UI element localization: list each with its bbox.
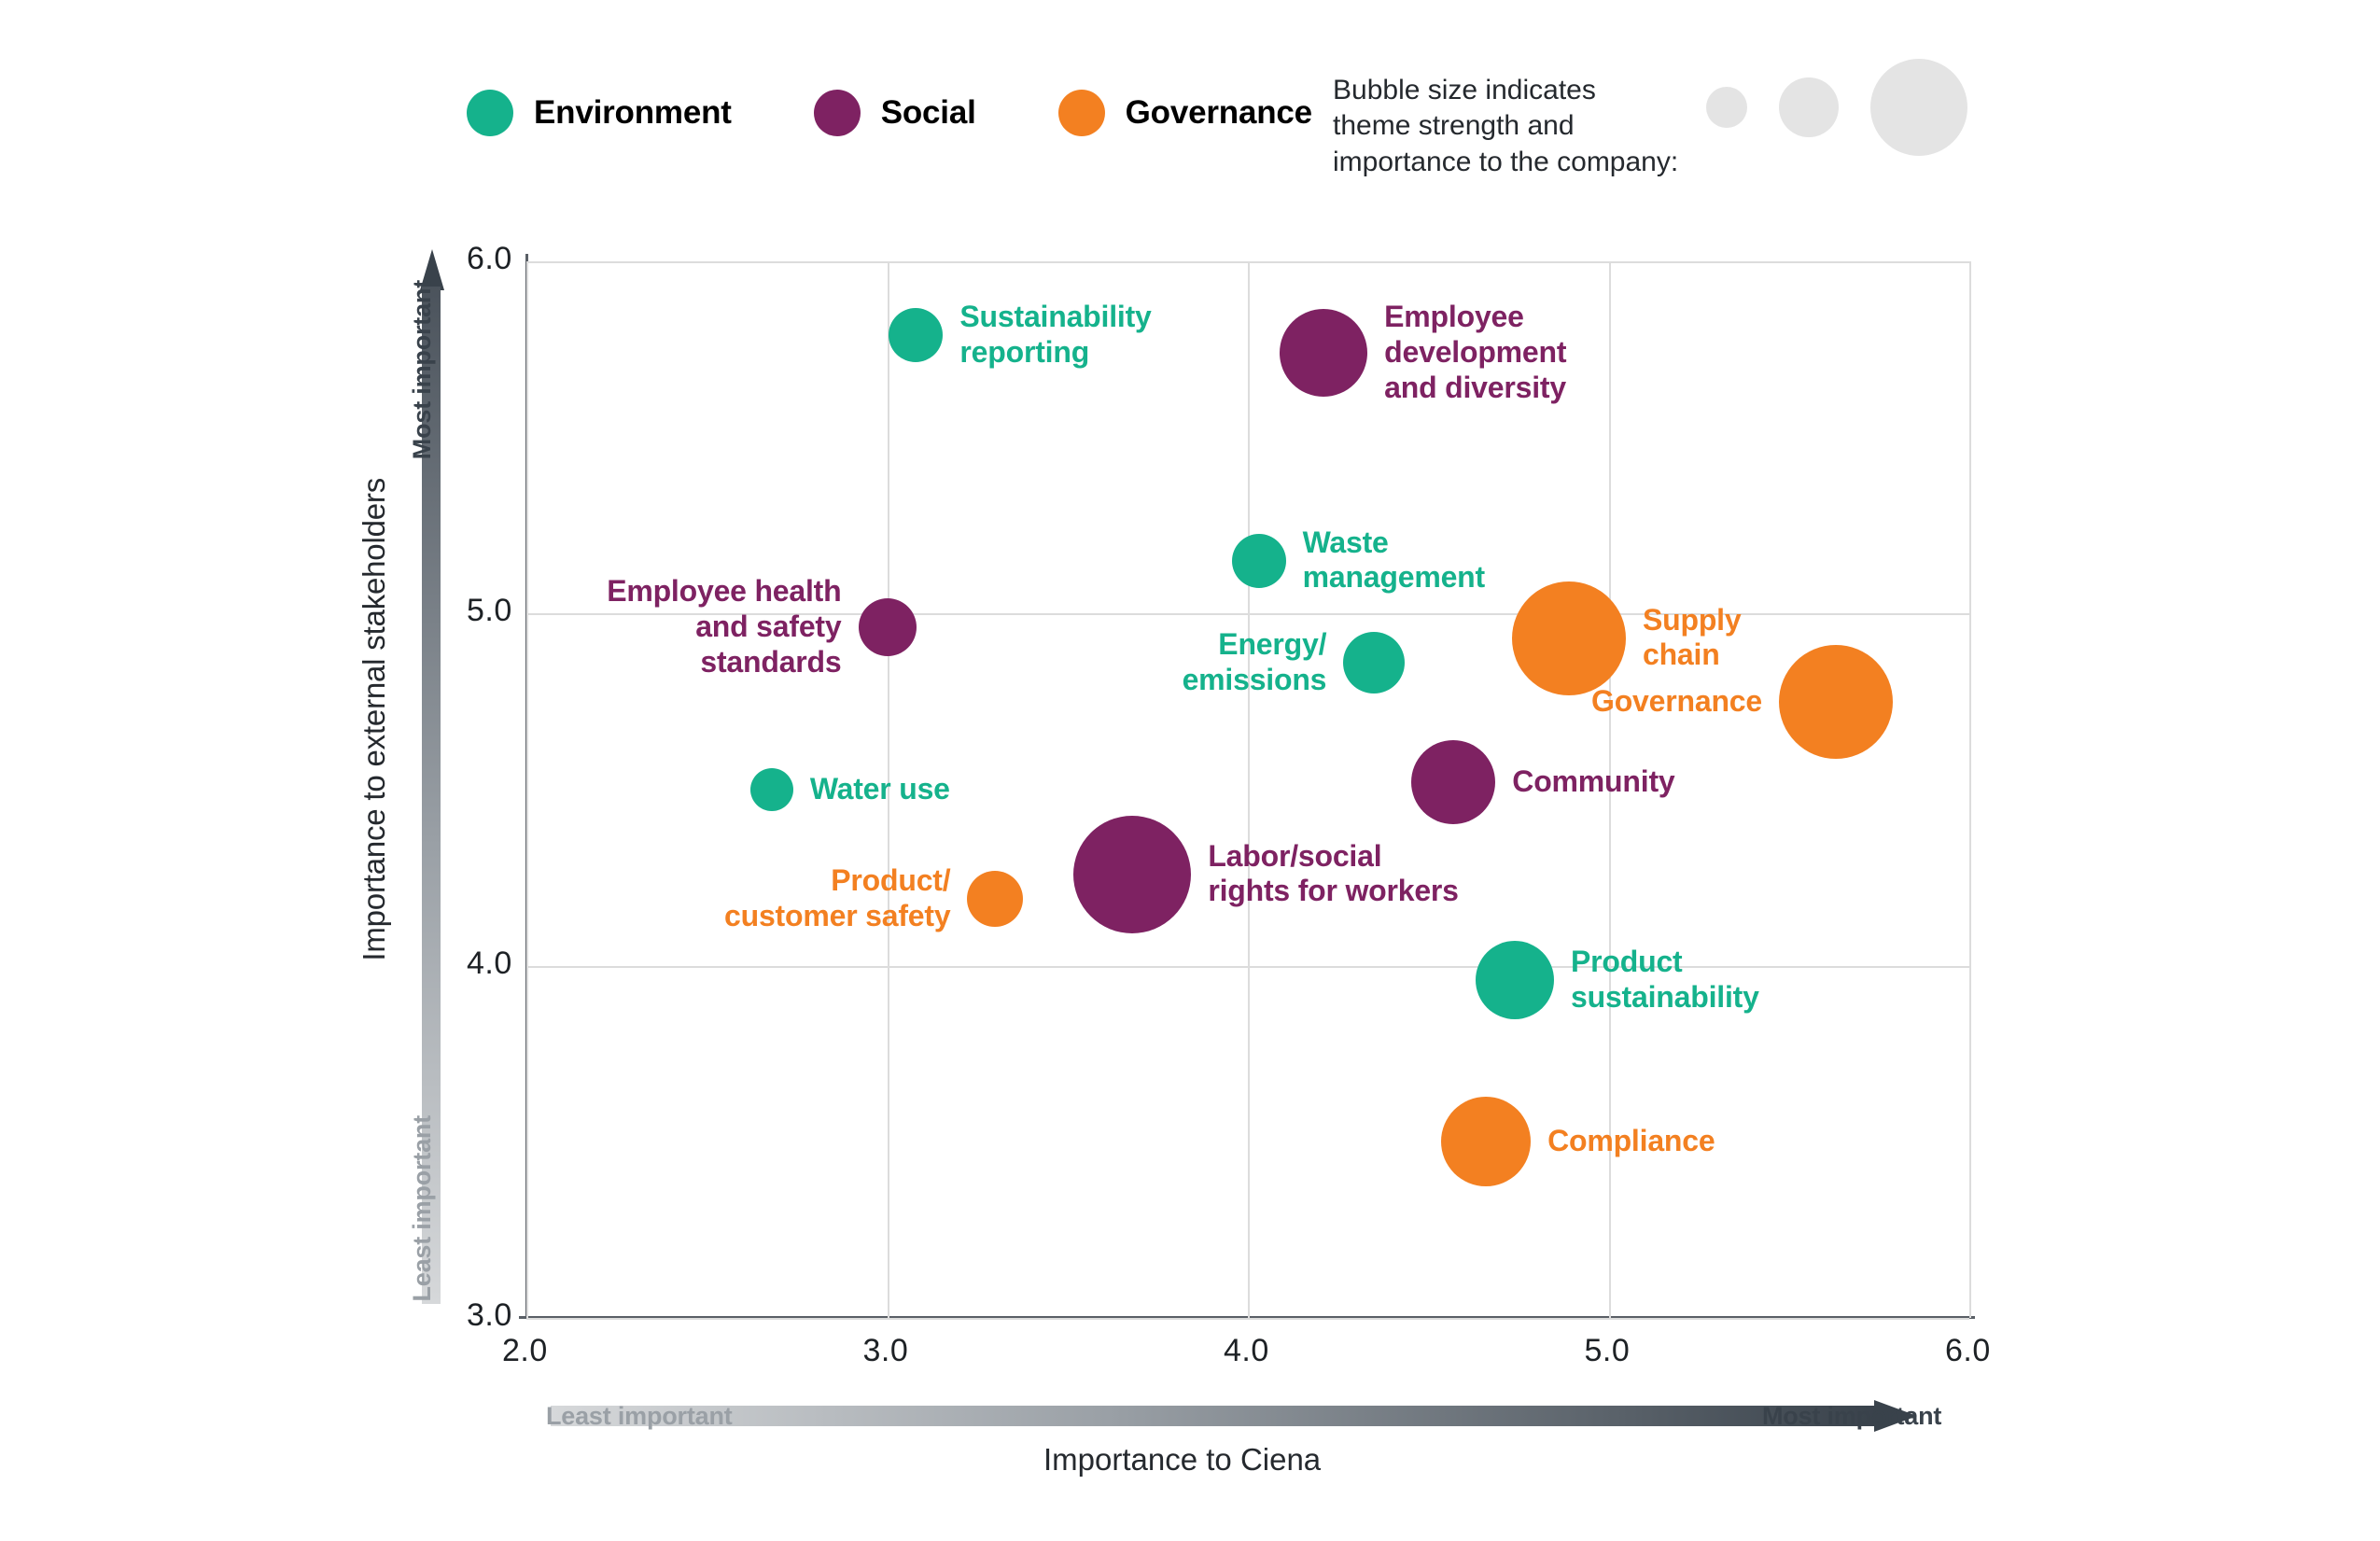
bubble-label: Community (1512, 764, 1675, 799)
bubble-compliance[interactable] (1441, 1097, 1532, 1187)
gridline-vertical (1248, 261, 1250, 1318)
bubble-label: Supply chain (1642, 602, 1742, 672)
bubble-label: Employee health and safety standards (607, 574, 842, 679)
y-axis-most-important-label: Most important (408, 280, 436, 460)
x-tick-label: 3.0 (862, 1333, 909, 1368)
bubble-waste-management[interactable] (1231, 533, 1286, 588)
gridline-horizontal (526, 1318, 1969, 1320)
bubble-size-sample-medium (1779, 77, 1839, 137)
bubble-label: Product sustainability (1571, 944, 1759, 1014)
x-axis-title: Importance to Ciena (1043, 1442, 1322, 1477)
bubble-size-samples (1706, 56, 1967, 159)
y-axis-title: Importance to external stakeholders (357, 478, 391, 961)
bubble-product-sustainability[interactable] (1476, 940, 1554, 1019)
bubble-community[interactable] (1411, 740, 1496, 825)
bubble-labor-social-rights-for-workers[interactable] (1073, 815, 1192, 933)
y-tick-label: 5.0 (467, 593, 512, 629)
y-axis-least-important-label: Least important (408, 1115, 436, 1302)
gridline-vertical (1608, 261, 1611, 1318)
gridline-vertical (1969, 261, 1971, 1318)
x-axis-gradient-bar (551, 1406, 1876, 1426)
bubble-label: Sustainability reporting (959, 300, 1152, 369)
bubble-label: Labor/social rights for workers (1208, 838, 1459, 908)
social-swatch-icon (813, 90, 861, 136)
legend-item-governance[interactable]: Governance (1057, 90, 1313, 136)
x-tick-label: 6.0 (1945, 1333, 1991, 1368)
x-tick-label: 4.0 (1224, 1333, 1269, 1368)
x-axis-most-important-label: Most important (1762, 1402, 1942, 1430)
governance-swatch-icon (1057, 90, 1105, 136)
bubble-label: Waste management (1302, 525, 1486, 595)
bubble-size-legend: Bubble size indicates theme strength and… (1333, 59, 1967, 180)
bubble-energy-emissions[interactable] (1343, 632, 1406, 694)
legend-label-social: Social (880, 94, 976, 131)
bubble-label: Compliance (1547, 1124, 1715, 1158)
bubble-label: Water use (809, 772, 950, 806)
x-axis-arrow (429, 1393, 2035, 1449)
bubble-label: Employee development and diversity (1384, 300, 1567, 404)
gridline-vertical (526, 261, 528, 1318)
legend-label-governance: Governance (1125, 94, 1313, 131)
bubble-size-sample-small (1706, 87, 1747, 128)
y-axis-arrow (411, 229, 448, 1349)
bubble-size-sample-large (1870, 59, 1967, 156)
x-tick-label: 5.0 (1584, 1333, 1631, 1368)
environment-swatch-icon (467, 90, 513, 136)
plot-area: Sustainability reporting Waste management… (519, 254, 1975, 1320)
bubble-label: Product/ customer safety (724, 862, 951, 932)
legend-item-environment[interactable]: Environment (467, 90, 732, 136)
bubble-employee-health-and-safety-standards[interactable] (858, 598, 917, 657)
bubble-size-note: Bubble size indicates theme strength and… (1333, 75, 1679, 177)
bubble-supply-chain[interactable] (1511, 581, 1626, 695)
bubble-label: Energy/ emissions (1182, 627, 1327, 696)
y-axis-arrowhead-icon (420, 249, 444, 290)
bubble-product-customer-safety[interactable] (967, 870, 1024, 927)
x-tick-label: 2.0 (502, 1333, 548, 1368)
bubble-sustainability-reporting[interactable] (889, 308, 944, 363)
bubble-employee-development-and-diversity[interactable] (1280, 309, 1368, 398)
y-tick-label: 3.0 (467, 1297, 512, 1333)
y-tick-label: 4.0 (467, 945, 512, 981)
y-axis-gradient-bar (422, 287, 441, 1304)
y-tick-label: 6.0 (467, 241, 512, 276)
category-legend: Environment Social Governance (467, 90, 1394, 136)
legend-label-environment: Environment (534, 94, 732, 131)
bubble-governance[interactable] (1778, 644, 1893, 759)
x-axis-line (519, 1316, 1975, 1319)
x-axis-least-important-label: Least important (546, 1402, 733, 1430)
bubble-label: Governance (1591, 683, 1762, 718)
bubble-water-use[interactable] (749, 768, 793, 811)
x-axis-arrowhead-icon (1874, 1400, 1917, 1432)
gridline-vertical (887, 261, 889, 1318)
legend-item-social[interactable]: Social (813, 90, 976, 136)
